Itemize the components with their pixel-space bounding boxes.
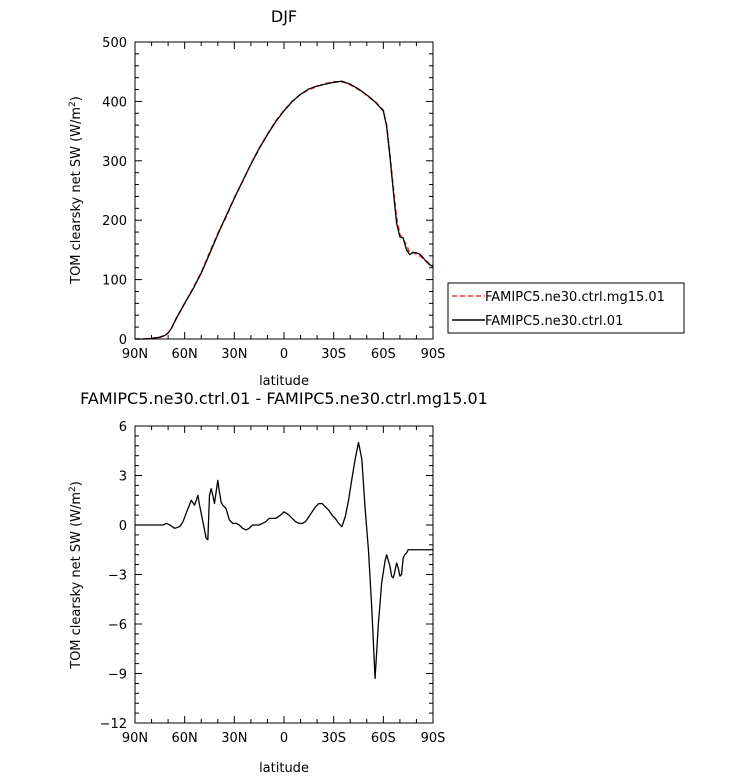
diff-y-tick-label: −6 bbox=[108, 618, 127, 633]
top-y-tick-label: 100 bbox=[102, 274, 127, 289]
diff-y-tick-label: 6 bbox=[119, 420, 127, 435]
top-y-tick-label: 400 bbox=[102, 95, 127, 110]
diff-x-tick-label: 30S bbox=[321, 731, 346, 746]
top-y-tick-label: 500 bbox=[102, 36, 127, 51]
top-y-tick-label: 0 bbox=[119, 333, 127, 348]
top-x-tick-label: 90S bbox=[421, 347, 446, 362]
legend-label-ctrl-mg15: FAMIPC5.ne30.ctrl.mg15.01 bbox=[485, 290, 665, 305]
diff-y-tick-label: 0 bbox=[119, 519, 127, 534]
top-x-tick-label: 0 bbox=[280, 347, 288, 362]
chart-title: DJF bbox=[271, 7, 297, 26]
top-y-tick-label: 300 bbox=[102, 155, 127, 170]
top-series-line-1 bbox=[135, 80, 434, 340]
diff-x-tick-label: 90S bbox=[421, 731, 446, 746]
diff-x-tick-label: 30N bbox=[221, 731, 247, 746]
diff-chart-title: FAMIPC5.ne30.ctrl.01 - FAMIPC5.ne30.ctrl… bbox=[80, 389, 488, 408]
diff-x-tick-label: 90N bbox=[122, 731, 148, 746]
top-x-tick-label: 90N bbox=[122, 347, 148, 362]
top-plot-frame bbox=[134, 41, 434, 340]
diff-series-line-0 bbox=[135, 441, 433, 680]
diff-y-tick-label: 3 bbox=[119, 470, 127, 485]
diff-x-tick-label: 0 bbox=[280, 731, 288, 746]
diff-y-tick-label: −9 bbox=[108, 668, 127, 683]
top-x-tick-label: 30N bbox=[221, 347, 247, 362]
diff-plot-frame bbox=[134, 425, 434, 724]
x-axis-label: latitude bbox=[259, 374, 309, 389]
diff-y-axis-label: TOM clearsky net SW (W/m2) bbox=[68, 481, 84, 670]
legend-label-ctrl: FAMIPC5.ne30.ctrl.01 bbox=[485, 314, 623, 329]
top-y-tick-label: 200 bbox=[102, 214, 127, 229]
top-x-tick-label: 60N bbox=[172, 347, 198, 362]
legend-box bbox=[447, 282, 685, 334]
top-x-tick-label: 60S bbox=[371, 347, 396, 362]
top-series-line-0 bbox=[135, 81, 434, 340]
legend: FAMIPC5.ne30.ctrl.mg15.01 FAMIPC5.ne30.c… bbox=[447, 282, 685, 334]
diff-y-tick-label: −12 bbox=[100, 717, 127, 732]
top-x-tick-label: 30S bbox=[321, 347, 346, 362]
diff-y-tick-label: −3 bbox=[108, 569, 127, 584]
diff-x-tick-label: 60N bbox=[172, 731, 198, 746]
y-axis-label: TOM clearsky net SW (W/m2) bbox=[68, 96, 84, 285]
diff-x-tick-label: 60S bbox=[371, 731, 396, 746]
diff-x-axis-label: latitude bbox=[259, 761, 309, 776]
